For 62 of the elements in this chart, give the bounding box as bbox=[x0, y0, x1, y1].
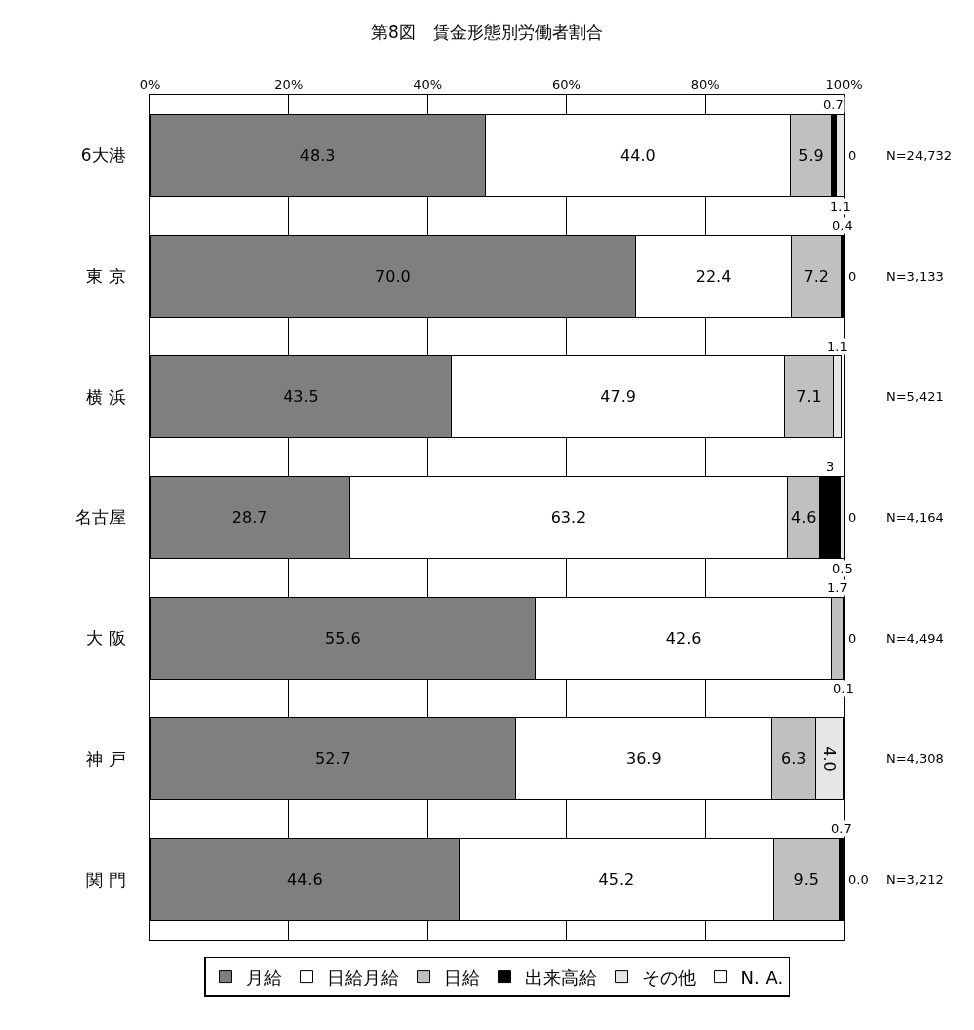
legend-label: 日給月給 bbox=[326, 966, 399, 988]
y-tick-label: 大 阪 bbox=[86, 628, 126, 649]
data-label: 7.2 bbox=[803, 266, 829, 286]
legend-label: その他 bbox=[641, 966, 696, 988]
data-label: 28.7 bbox=[231, 508, 268, 527]
y-tick-label: 名古屋 bbox=[74, 507, 126, 528]
data-label: 42.6 bbox=[665, 628, 702, 648]
x-tick-label: 20% bbox=[274, 76, 304, 92]
data-label: 1.7 bbox=[827, 580, 848, 595]
y-tick-label: 神 戸 bbox=[86, 748, 126, 769]
legend-label: 月給 bbox=[245, 966, 282, 988]
text: N=5,421 bbox=[886, 389, 944, 404]
data-label: 0.0 bbox=[848, 872, 869, 887]
x-tick-label: 80% bbox=[690, 76, 720, 92]
data-label: 22.4 bbox=[695, 266, 732, 286]
data-label: 7.1 bbox=[796, 387, 822, 407]
data-label: 0.7 bbox=[823, 97, 844, 112]
y-tick-label: 横 浜 bbox=[86, 386, 126, 407]
data-label: 52.7 bbox=[315, 749, 351, 769]
x-tick-label: 100% bbox=[825, 76, 863, 92]
x-tick-label: 0% bbox=[139, 76, 161, 92]
data-label: 0 bbox=[848, 510, 857, 525]
data-label: 4.0 bbox=[819, 746, 839, 772]
text: N=4,164 bbox=[886, 510, 944, 525]
data-label: 1.1 bbox=[827, 339, 848, 354]
y-tick-label: 関 門 bbox=[86, 869, 126, 890]
data-label: 70.0 bbox=[375, 266, 411, 286]
y-tick-label: 東 京 bbox=[86, 266, 126, 287]
data-label: 1.1 bbox=[830, 199, 851, 214]
legend-label: 日給 bbox=[443, 966, 480, 988]
data-label: 44.0 bbox=[620, 145, 656, 165]
chart-title: 第8図 賃金形態別労働者割合 bbox=[371, 21, 603, 42]
data-label: 47.9 bbox=[600, 387, 636, 407]
legend-label: N. A. bbox=[740, 966, 784, 988]
data-label: 48.3 bbox=[299, 145, 336, 165]
y-tick-label: 6大港 bbox=[80, 145, 126, 166]
data-label: 0.5 bbox=[832, 561, 853, 576]
data-label: 36.9 bbox=[625, 749, 662, 769]
text: N=4,308 bbox=[886, 751, 944, 766]
data-label: 9.5 bbox=[793, 870, 819, 890]
data-label: 0.4 bbox=[832, 218, 853, 233]
data-label: 0 bbox=[848, 148, 857, 163]
data-label: 0 bbox=[848, 269, 857, 284]
data-label: 44.6 bbox=[286, 870, 323, 890]
text: N=24,732 bbox=[886, 148, 953, 163]
data-label: 0.1 bbox=[833, 681, 854, 696]
data-label: 0.7 bbox=[831, 821, 852, 836]
data-label: 4.6 bbox=[791, 508, 817, 527]
x-tick-label: 40% bbox=[413, 76, 443, 92]
data-label: 5.9 bbox=[798, 145, 824, 165]
text: N=3,212 bbox=[886, 872, 944, 887]
data-label: 43.5 bbox=[283, 387, 319, 407]
text: N=4,494 bbox=[886, 631, 944, 646]
data-label: 55.6 bbox=[325, 628, 361, 648]
data-label: 3 bbox=[826, 459, 835, 474]
data-label: 45.2 bbox=[598, 870, 635, 890]
text: N=3,133 bbox=[886, 269, 944, 284]
data-label: 63.2 bbox=[550, 508, 587, 527]
legend-label: 出来高給 bbox=[524, 966, 597, 988]
data-label: 0 bbox=[848, 631, 857, 646]
data-label: 6.3 bbox=[780, 749, 807, 769]
x-tick-label: 60% bbox=[551, 76, 581, 92]
